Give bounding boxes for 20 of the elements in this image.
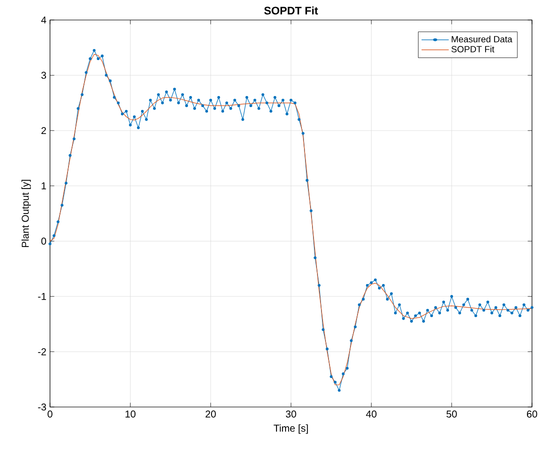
y-tick-label: -2 [38, 348, 46, 356]
legend-label: SOPDT Fit [451, 46, 494, 52]
y-tick-label: 0 [41, 238, 46, 245]
y-tick-label: -3 [38, 403, 46, 411]
x-tick-label: 50 [446, 410, 457, 418]
x-tick-label: 10 [126, 410, 136, 418]
y-axis-title: Plant Output [y] [21, 180, 31, 248]
x-tick-label: 60 [526, 410, 538, 418]
y-tick-label: 1 [42, 182, 46, 190]
x-tick-label: 0 [48, 410, 52, 418]
chart-title: SOPDT Fit [264, 6, 318, 15]
x-tick-label: 40 [366, 410, 376, 418]
y-tick-label: 2 [41, 127, 46, 134]
x-tick-label: 30 [286, 410, 296, 418]
y-tick-label: -1 [38, 292, 46, 300]
legend-label: Measured Data [452, 36, 512, 42]
x-tick-label: 20 [206, 410, 216, 418]
y-tick-label: 3 [41, 72, 46, 79]
y-tick-label: 4 [41, 16, 46, 24]
x-axis-title: Time [s] [274, 424, 308, 434]
